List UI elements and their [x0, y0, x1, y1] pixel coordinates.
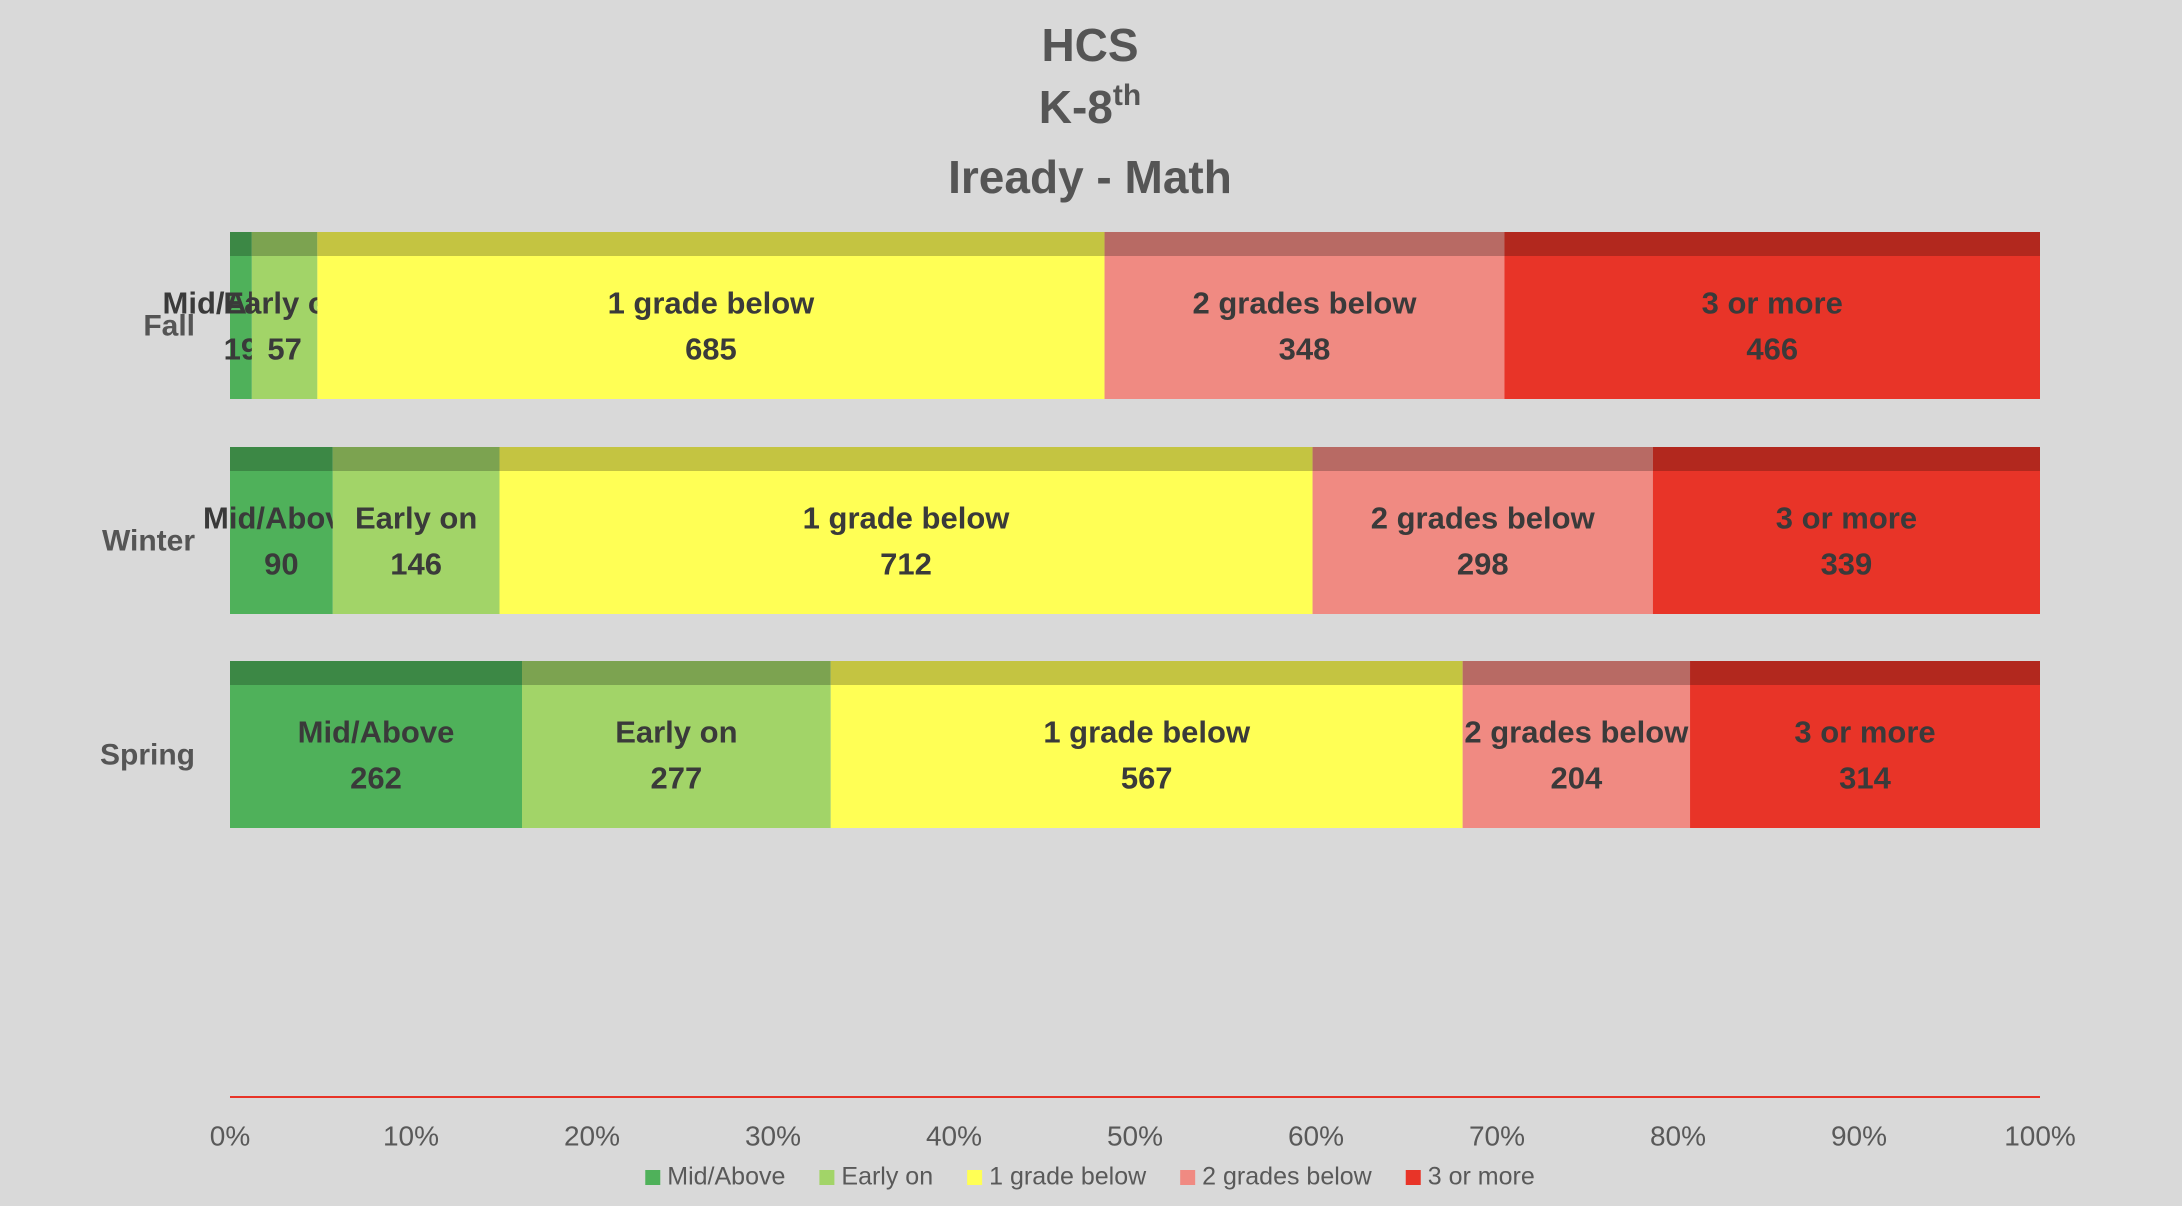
legend-swatch	[1405, 1170, 1421, 1185]
segment-name-label: Mid/Above	[298, 715, 455, 750]
segment-name-label: 2 grades below	[1193, 286, 1418, 321]
segment-value-label: 298	[1457, 547, 1509, 582]
legend-label: Early on	[841, 1163, 933, 1191]
segment-name-label: Early on	[615, 715, 737, 750]
x-tick-label: 50%	[1107, 1120, 1163, 1151]
x-tick-label: 100%	[2004, 1120, 2076, 1151]
legend-label: 1 grade below	[989, 1163, 1147, 1191]
segment-name-label: 2 grades below	[1371, 501, 1596, 536]
legend-swatch	[967, 1170, 983, 1185]
bar-segment-shade	[499, 447, 1313, 471]
bar-segment	[332, 447, 500, 614]
chart-title: K-8	[1039, 81, 1113, 133]
bar-segment-shade	[1312, 447, 1653, 471]
segment-name-label: 3 or more	[1794, 715, 1935, 750]
segment-name-label: 1 grade below	[608, 286, 816, 321]
x-tick-label: 70%	[1469, 1120, 1525, 1151]
legend-label: 3 or more	[1428, 1163, 1535, 1191]
bar-segment	[230, 447, 333, 614]
x-tick-label: 40%	[926, 1120, 982, 1151]
segment-value-label: 466	[1746, 332, 1798, 367]
bar-segment	[317, 232, 1105, 399]
segment-value-label: 339	[1821, 547, 1873, 582]
chart-title: K-8th	[1039, 79, 1141, 133]
chart-title: Iready - Math	[948, 151, 1232, 203]
bar-segment-shade	[1104, 232, 1505, 256]
segment-value-label: 57	[267, 332, 301, 367]
bar-segment-shade	[251, 232, 318, 256]
x-tick-label: 30%	[745, 1120, 801, 1151]
segment-value-label: 685	[685, 332, 737, 367]
segment-value-label: 204	[1550, 761, 1602, 796]
segment-name-label: 1 grade below	[803, 501, 1011, 536]
segment-value-label: 146	[390, 547, 442, 582]
bar-segment	[230, 232, 252, 399]
bar-segment-shade	[1690, 661, 2040, 685]
x-tick-label: 0%	[210, 1120, 250, 1151]
segment-value-label: 90	[264, 547, 298, 582]
legend-swatch	[645, 1170, 661, 1185]
category-label: Winter	[102, 524, 195, 557]
bar-segment-shade	[230, 232, 252, 256]
segment-value-label: 277	[651, 761, 703, 796]
segment-value-label: 712	[880, 547, 932, 582]
bar-segment	[230, 661, 523, 828]
x-tick-label: 90%	[1831, 1120, 1887, 1151]
x-tick-label: 60%	[1288, 1120, 1344, 1151]
chart-title-superscript: th	[1113, 79, 1141, 112]
bar-segment	[1462, 661, 1691, 828]
legend-label: Mid/Above	[667, 1163, 785, 1191]
bar-segment	[1652, 447, 2040, 614]
category-label: Spring	[100, 738, 195, 771]
bar-segment-shade	[830, 661, 1463, 685]
bar-segment	[1690, 661, 2040, 828]
bar-segment-shade	[332, 447, 500, 471]
segment-value-label: 314	[1839, 761, 1891, 796]
segment-value-label: 567	[1121, 761, 1173, 796]
bar-segment-shade	[522, 661, 831, 685]
legend-label: 2 grades below	[1202, 1163, 1373, 1191]
bar-segment	[251, 232, 318, 399]
x-tick-label: 20%	[564, 1120, 620, 1151]
bar-segment-shade	[1462, 661, 1691, 685]
segment-value-label: 348	[1279, 332, 1331, 367]
bar-segment-shade	[1652, 447, 2040, 471]
bar-segment-shade	[317, 232, 1105, 256]
bar-segment-shade	[230, 447, 333, 471]
x-tick-label: 80%	[1650, 1120, 1706, 1151]
bar-segment	[1104, 232, 1505, 399]
segment-name-label: 2 grades below	[1464, 715, 1689, 750]
segment-name-label: 1 grade below	[1043, 715, 1251, 750]
segment-value-label: 262	[350, 761, 402, 796]
segment-name-label: 3 or more	[1702, 286, 1843, 321]
bar-segment	[830, 661, 1463, 828]
bar-segment	[499, 447, 1313, 614]
legend-swatch	[1180, 1170, 1196, 1185]
segment-name-label: 3 or more	[1776, 501, 1917, 536]
bar-segment	[1504, 232, 2040, 399]
bar-segment	[522, 661, 831, 828]
chart-title: HCS	[1041, 19, 1138, 71]
legend: Mid/Above Early on 1 grade below 2 grades b…	[645, 1163, 1535, 1191]
bar-segment-shade	[230, 661, 523, 685]
bar-segment-shade	[1504, 232, 2040, 256]
category-label: Fall	[143, 309, 195, 342]
bar-segment	[1312, 447, 1653, 614]
segment-name-label: Early on	[355, 501, 477, 536]
legend-swatch	[819, 1170, 835, 1185]
x-tick-label: 10%	[383, 1120, 439, 1151]
